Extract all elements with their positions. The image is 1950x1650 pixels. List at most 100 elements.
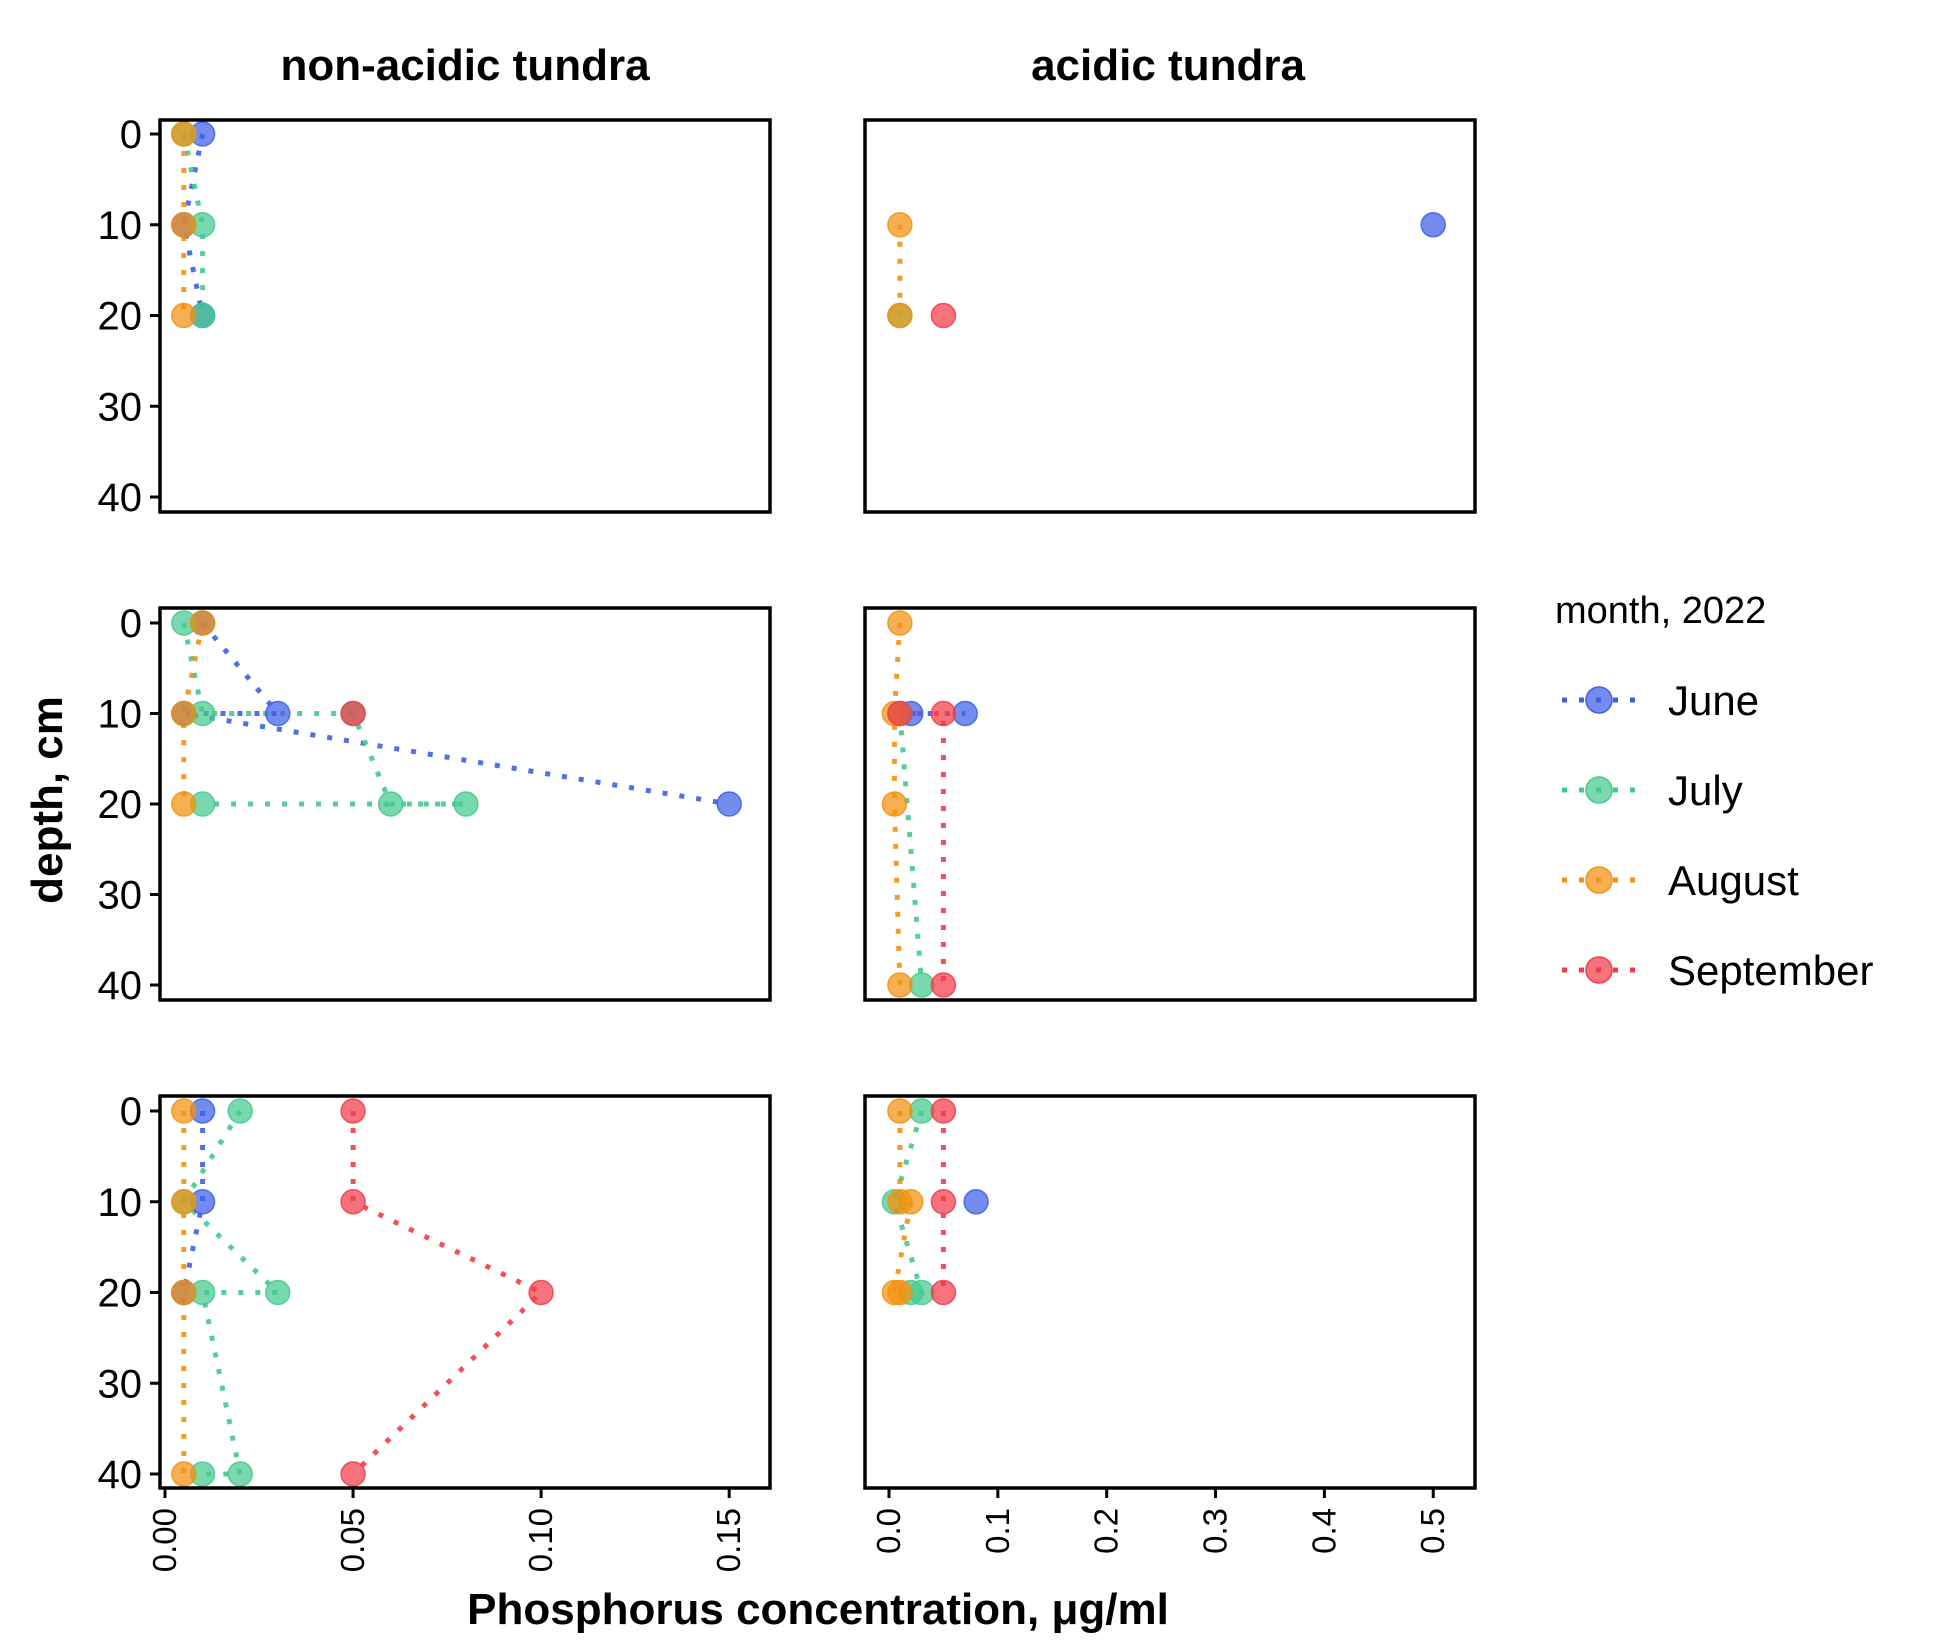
legend-key-point: [1585, 686, 1613, 714]
panel-3-non-acidic: 0 10 20 30 40: [98, 1090, 772, 1497]
data-point-september: [930, 1098, 957, 1124]
data-point-september: [930, 302, 957, 329]
y-tick-label: 30: [98, 385, 143, 429]
data-point-september: [528, 1279, 554, 1306]
x-axes: 0.00 0.05 0.10 0.15 0.0 0.1 0.2 0.3 0.4 0.5: [146, 1488, 1451, 1572]
x-axis-title: Phosphorus concentration, μg/ml: [467, 1585, 1169, 1634]
data-point-august: [881, 791, 908, 817]
panel-frame: [863, 118, 1477, 514]
x-tick-label: 0.00: [146, 1508, 183, 1572]
facet-title-non-acidic: non-acidic tundra: [280, 41, 650, 90]
panel-1-acidic: [863, 118, 1477, 514]
data-point-august: [171, 1189, 197, 1215]
y-tick-label: 30: [98, 874, 143, 918]
series-line-july: [181, 133, 206, 316]
legend-entry-july: July: [1562, 767, 1743, 814]
x-tick-label: 0.10: [522, 1508, 559, 1572]
y-tick-label: 40: [98, 1453, 143, 1497]
data-point-june: [1420, 212, 1446, 238]
data-point-september: [340, 700, 366, 727]
legend-label: September: [1668, 947, 1873, 994]
data-point-august: [887, 1279, 913, 1306]
data-point-august: [171, 302, 197, 329]
data-point-june: [716, 791, 742, 817]
x-tick-label: 0.15: [710, 1508, 747, 1572]
data-point-august: [171, 121, 197, 147]
data-point-july: [265, 1279, 291, 1306]
y-tick-label: 0: [120, 602, 142, 646]
y-tick-label: 30: [98, 1362, 143, 1406]
data-point-july: [908, 972, 935, 998]
data-point-august: [887, 1098, 913, 1124]
panel-2-acidic: [863, 606, 1477, 1002]
facet-panels: 0 10 20 30 40 0 10 20 30 40 0 10 20 30 40: [98, 113, 1477, 1497]
data-point-august: [887, 972, 913, 998]
data-point-august: [898, 1189, 924, 1215]
data-point-august: [171, 1279, 197, 1306]
data-point-august: [171, 1098, 197, 1124]
x-tick-label: 0.4: [1305, 1508, 1342, 1554]
legend-label: August: [1668, 857, 1799, 904]
data-point-june: [963, 1189, 989, 1215]
data-point-july: [908, 1098, 935, 1124]
data-point-august: [887, 302, 913, 329]
y-tick-label: 0: [120, 1090, 142, 1134]
panel-frame: [863, 606, 1477, 1002]
data-point-august: [887, 610, 913, 636]
y-tick-label: 40: [98, 476, 143, 520]
y-tick-label: 40: [98, 964, 143, 1008]
panel-2-non-acidic: 0 10 20 30 40: [98, 602, 772, 1008]
series-line-july: [180, 1109, 284, 1477]
series-line-september: [350, 1111, 546, 1476]
data-point-august: [171, 1461, 197, 1487]
data-point-september: [930, 1279, 957, 1306]
legend-key-point: [1585, 776, 1613, 804]
data-point-august: [887, 212, 913, 238]
data-point-september: [887, 700, 913, 727]
data-point-september: [930, 700, 957, 727]
data-point-august: [171, 212, 197, 238]
data-point-september: [340, 1461, 366, 1487]
y-axis-title: depth, cm: [23, 696, 72, 904]
series-line-september: [899, 711, 946, 985]
panel-frame: [158, 1094, 772, 1490]
data-point-july: [227, 1461, 253, 1487]
series-line-july: [897, 713, 925, 986]
data-point-june: [265, 700, 291, 727]
panel-frame: [863, 1094, 1477, 1490]
panel-3-acidic: [863, 1094, 1477, 1490]
y-tick-label: 10: [98, 204, 143, 248]
x-tick-label: 0.5: [1414, 1508, 1451, 1554]
panel-frame: [158, 118, 772, 514]
data-point-september: [930, 1189, 957, 1215]
y-tick-label: 0: [120, 113, 142, 157]
x-tick-label: 0.0: [870, 1508, 907, 1554]
data-point-july: [453, 791, 479, 817]
legend-entry-june: June: [1562, 677, 1759, 724]
y-tick-label: 20: [98, 295, 143, 339]
y-tick-label: 10: [98, 1181, 143, 1225]
legend-entry-august: August: [1562, 857, 1799, 904]
series-line-july: [181, 622, 466, 807]
legend-key-point: [1585, 956, 1613, 984]
data-point-august: [189, 610, 216, 636]
data-point-june: [952, 700, 978, 727]
y-tick-label: 20: [98, 1272, 143, 1316]
legend-key-point: [1585, 866, 1613, 894]
legend: month, 2022 June July August September: [1555, 590, 1873, 994]
x-tick-label: 0.1: [979, 1508, 1016, 1554]
y-tick-label: 10: [98, 693, 143, 737]
data-point-september: [930, 972, 957, 998]
data-point-august: [171, 700, 197, 727]
facet-title-acidic: acidic tundra: [1031, 41, 1305, 90]
legend-entry-september: September: [1562, 947, 1873, 994]
x-tick-label: 0.05: [334, 1508, 371, 1572]
x-tick-label: 0.2: [1088, 1508, 1125, 1554]
data-point-september: [340, 1189, 366, 1215]
series-line-june: [181, 133, 206, 317]
data-point-september: [340, 1098, 366, 1124]
y-tick-label: 20: [98, 783, 143, 827]
legend-label: June: [1668, 677, 1759, 724]
data-point-july: [377, 791, 404, 817]
